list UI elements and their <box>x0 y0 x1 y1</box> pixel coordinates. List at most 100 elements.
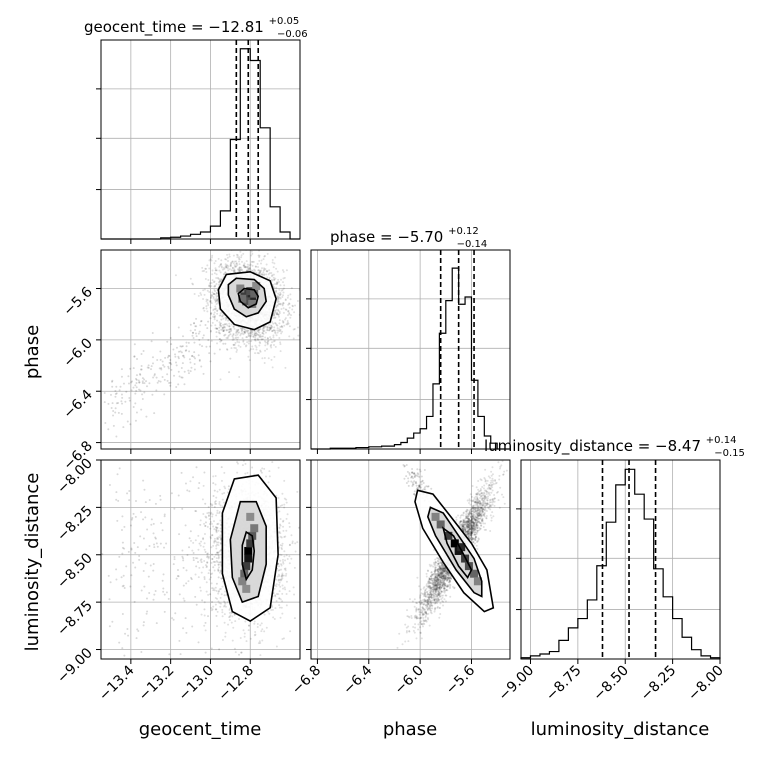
scatter-point <box>198 358 201 361</box>
scatter-point <box>274 332 277 335</box>
scatter-point <box>188 358 191 361</box>
scatter-point <box>153 374 156 377</box>
scatter-point <box>213 307 216 310</box>
scatter-point <box>231 453 233 455</box>
scatter-point <box>216 543 219 546</box>
scatter-point <box>285 269 288 272</box>
scatter-point <box>219 323 222 326</box>
scatter-point <box>203 269 206 272</box>
scatter-point <box>270 272 273 275</box>
scatter-point <box>257 269 260 272</box>
scatter-point <box>248 264 251 267</box>
scatter-point <box>160 367 163 370</box>
scatter-point <box>183 356 186 359</box>
scatter-point <box>222 266 225 269</box>
scatter-point <box>250 254 253 257</box>
scatter-point <box>248 268 251 271</box>
scatter-point <box>201 498 204 501</box>
scatter-point <box>279 284 282 287</box>
scatter-point <box>180 345 183 348</box>
scatter-point <box>228 619 231 622</box>
scatter-point <box>203 614 206 617</box>
scatter-point <box>279 330 282 333</box>
scatter-point <box>281 281 284 284</box>
scatter-point <box>281 600 284 603</box>
scatter-point <box>207 515 210 518</box>
scatter-point <box>282 287 285 290</box>
scatter-point <box>286 513 289 516</box>
scatter-point <box>130 381 133 384</box>
scatter-point <box>284 567 287 570</box>
scatter-point <box>256 333 259 336</box>
scatter-point <box>233 613 236 616</box>
scatter-point <box>223 267 226 270</box>
scatter-point <box>198 566 201 569</box>
scatter-point <box>219 246 221 248</box>
scatter-point <box>267 610 270 613</box>
scatter-point <box>215 526 218 529</box>
scatter-point <box>202 289 205 292</box>
scatter-point <box>275 313 278 316</box>
scatter-point <box>205 267 208 270</box>
scatter-point <box>145 380 148 383</box>
scatter-point <box>289 293 292 296</box>
scatter-point <box>228 488 231 491</box>
scatter-point <box>253 330 256 333</box>
scatter-point <box>229 615 232 618</box>
scatter-point <box>112 410 115 413</box>
scatter-point <box>258 328 261 331</box>
scatter-point <box>246 269 249 272</box>
scatter-point <box>260 247 262 249</box>
scatter-point <box>215 560 218 563</box>
scatter-point <box>284 574 287 577</box>
scatter-point <box>277 278 280 281</box>
scatter-point <box>254 454 256 456</box>
scatter-point <box>170 343 173 346</box>
scatter-point <box>218 269 221 272</box>
scatter-point <box>215 303 218 306</box>
scatter-point <box>277 315 280 318</box>
scatter-point <box>151 331 154 334</box>
scatter-point <box>262 326 265 329</box>
scatter-point <box>226 324 229 327</box>
scatter-point <box>232 343 235 346</box>
scatter-point <box>223 601 226 604</box>
scatter-point <box>275 282 278 285</box>
scatter-point <box>277 303 280 306</box>
scatter-point <box>270 279 273 282</box>
scatter-point <box>215 283 218 286</box>
scatter-point <box>211 557 214 560</box>
scatter-point <box>209 521 212 524</box>
scatter-point <box>219 324 222 327</box>
scatter-point <box>243 632 246 635</box>
scatter-point <box>226 264 229 267</box>
scatter-point <box>192 355 195 358</box>
scatter-point <box>231 266 234 269</box>
scatter-point <box>256 329 259 332</box>
scatter-point <box>218 550 221 553</box>
scatter-point <box>227 246 229 248</box>
scatter-point <box>252 335 255 338</box>
scatter-point <box>279 535 282 538</box>
scatter-point <box>214 301 217 304</box>
scatter-point <box>240 256 243 259</box>
scatter-point <box>212 520 215 523</box>
scatter-point <box>282 561 285 564</box>
scatter-point <box>240 651 243 654</box>
scatter-point <box>150 340 153 343</box>
scatter-point <box>286 319 289 322</box>
scatter-point <box>223 323 226 326</box>
scatter-point <box>214 483 217 486</box>
scatter-point <box>202 297 205 300</box>
scatter-point <box>279 523 282 526</box>
scatter-point <box>266 663 268 665</box>
scatter-point <box>219 322 222 325</box>
scatter-point <box>166 373 169 376</box>
scatter-point <box>208 345 211 348</box>
scatter-point <box>159 358 162 361</box>
scatter-point <box>216 312 219 315</box>
scatter-point <box>206 561 209 564</box>
scatter-point <box>217 280 220 283</box>
scatter-point <box>152 376 155 379</box>
scatter-point <box>282 311 285 314</box>
